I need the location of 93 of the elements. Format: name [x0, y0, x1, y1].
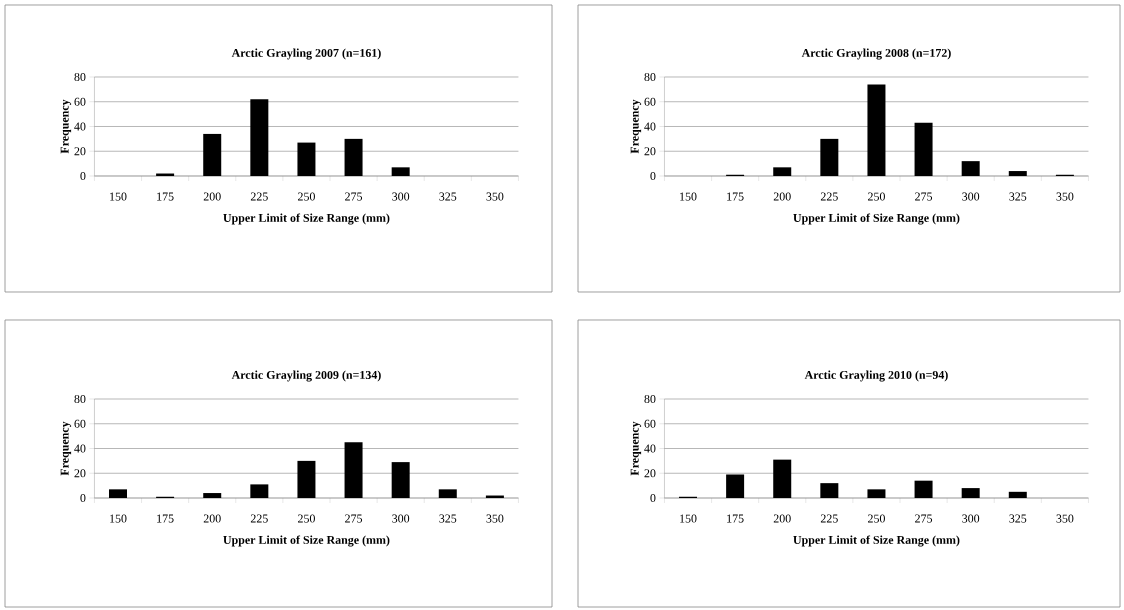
- bar: [109, 489, 127, 498]
- x-tick-label: 150: [680, 192, 697, 201]
- x-tick-label: 300: [392, 192, 410, 201]
- y-tick-label: 60: [644, 97, 656, 106]
- bar: [820, 138, 839, 176]
- bar: [773, 459, 792, 498]
- y-axis-title: Frequency: [60, 99, 72, 154]
- x-tick-label: 200: [203, 192, 221, 201]
- x-tick-label: 225: [820, 192, 838, 201]
- x-tick-label: 175: [157, 514, 174, 523]
- y-tick-label: 20: [74, 469, 86, 478]
- y-tick-label: 60: [74, 419, 86, 428]
- y-axis-title: Frequency: [630, 421, 642, 476]
- x-tick-label: 275: [915, 192, 933, 201]
- bar: [250, 484, 269, 498]
- bar: [961, 161, 980, 176]
- x-axis-title: Upper Limit of Size Range (mm): [793, 213, 960, 225]
- x-tick-label: 175: [157, 192, 174, 201]
- y-tick-label: 40: [74, 122, 86, 131]
- bar: [250, 99, 269, 176]
- x-tick-label: 150: [110, 192, 127, 201]
- bar: [726, 474, 745, 498]
- chart-title: Arctic Grayling 2007 (n=161): [231, 48, 381, 60]
- chart-title: Arctic Grayling 2009 (n=134): [231, 370, 381, 382]
- bar: [297, 460, 316, 498]
- y-tick-label: 20: [644, 469, 656, 478]
- y-axis-title: Frequency: [630, 99, 642, 154]
- y-tick-label: 80: [644, 72, 656, 82]
- bar: [297, 142, 316, 176]
- x-tick-label: 350: [1056, 514, 1074, 523]
- y-tick-label: 0: [80, 493, 86, 503]
- x-tick-label: 350: [486, 514, 504, 523]
- bar: [914, 122, 933, 176]
- y-tick-label: 80: [74, 72, 86, 82]
- x-tick-label: 250: [298, 514, 315, 523]
- bar: [820, 483, 839, 498]
- bar: [914, 480, 933, 498]
- bar: [1008, 171, 1027, 176]
- y-tick-label: 60: [644, 419, 656, 428]
- x-tick-label: 225: [820, 514, 838, 523]
- x-tick-label: 275: [345, 192, 363, 201]
- bar: [391, 167, 410, 176]
- x-axis-title: Upper Limit of Size Range (mm): [223, 213, 390, 225]
- x-tick-label: 250: [298, 192, 315, 201]
- x-tick-label: 325: [439, 192, 457, 201]
- x-tick-label: 275: [345, 514, 363, 523]
- x-axis-title: Upper Limit of Size Range (mm): [793, 535, 960, 547]
- bar: [867, 489, 886, 498]
- x-tick-label: 150: [110, 514, 127, 523]
- chart-title: Arctic Grayling 2008 (n=172): [801, 48, 951, 60]
- bar: [203, 133, 222, 176]
- x-tick-label: 200: [773, 192, 791, 201]
- y-tick-label: 20: [74, 147, 86, 156]
- x-tick-label: 175: [727, 514, 744, 523]
- y-tick-label: 0: [650, 171, 656, 181]
- x-tick-label: 275: [915, 514, 933, 523]
- x-tick-label: 200: [203, 514, 221, 523]
- x-tick-label: 325: [1009, 192, 1027, 201]
- x-tick-label: 300: [962, 192, 980, 201]
- bar: [203, 493, 222, 498]
- y-tick-label: 40: [644, 122, 656, 131]
- chart-title: Arctic Grayling 2010 (n=94): [804, 370, 948, 382]
- y-tick-label: 40: [74, 444, 86, 453]
- x-axis-title: Upper Limit of Size Range (mm): [223, 535, 390, 547]
- x-tick-label: 325: [1009, 514, 1027, 523]
- x-tick-label: 350: [486, 192, 504, 201]
- y-tick-label: 20: [644, 147, 656, 156]
- y-tick-label: 80: [74, 394, 86, 404]
- bar: [773, 167, 792, 176]
- y-tick-label: 40: [644, 444, 656, 453]
- y-axis-title: Frequency: [60, 421, 72, 476]
- x-tick-label: 150: [680, 514, 697, 523]
- bar: [344, 442, 363, 498]
- x-tick-label: 225: [250, 514, 268, 523]
- bar: [1008, 491, 1027, 498]
- x-tick-label: 325: [439, 514, 457, 523]
- x-tick-label: 350: [1056, 192, 1074, 201]
- x-tick-label: 300: [962, 514, 980, 523]
- y-tick-label: 60: [74, 97, 86, 106]
- bar: [344, 138, 363, 176]
- y-tick-label: 0: [650, 493, 656, 503]
- bar: [867, 84, 886, 176]
- x-tick-label: 200: [773, 514, 791, 523]
- bar: [961, 488, 980, 498]
- x-tick-label: 250: [868, 192, 885, 201]
- bar: [438, 489, 457, 498]
- bar: [391, 462, 410, 498]
- x-tick-label: 250: [868, 514, 885, 523]
- x-tick-label: 300: [392, 514, 410, 523]
- y-tick-label: 80: [644, 394, 656, 404]
- y-tick-label: 0: [80, 171, 86, 181]
- x-tick-label: 175: [727, 192, 744, 201]
- x-tick-label: 225: [250, 192, 268, 201]
